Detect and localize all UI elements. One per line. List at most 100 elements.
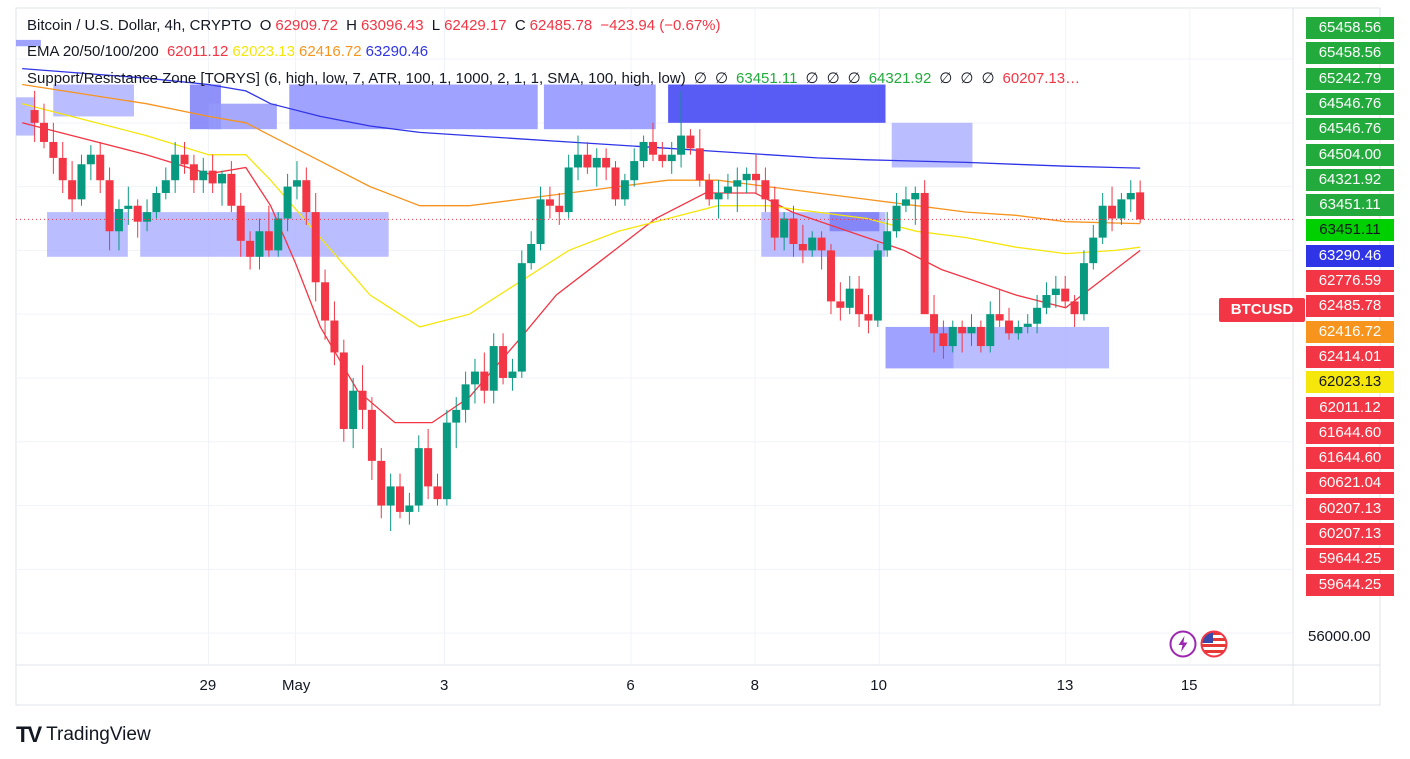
ohlc-close: C 62485.78 [514,17,593,34]
sr-zone-1 [16,97,35,136]
sr-legend[interactable]: Support/Resistance Zone [TORYS] (6, high… [27,68,1092,90]
candle-body-29 [302,180,311,213]
ohlc-low: L 62429.17 [431,17,507,34]
price-axis-tag: 60207.13 [1306,497,1394,520]
candle-body-8 [105,180,114,232]
candle-body-9 [114,208,123,232]
candle-body-107 [1033,307,1042,324]
price-axis-tag: 63290.46 [1306,244,1394,267]
candle-body-70 [686,135,695,149]
price-axis-tag: 64321.92 [1306,168,1394,191]
candle-body-2 [49,141,58,158]
candle-body-99 [958,326,967,334]
candle-body-21 [227,173,236,206]
price-axis-tag: 64546.76 [1306,92,1394,115]
x-tick-label: 3 [440,677,449,694]
candle-body-6 [86,154,95,165]
ema-line-4 [22,67,1141,169]
us-flag-icon[interactable] [1200,630,1228,658]
candle-body-86 [836,301,845,308]
sr-value: 64321.92 [868,70,932,87]
candle-body-91 [883,231,892,251]
ema-value: 62416.72 [298,43,362,60]
sr-value: ∅ [826,70,840,87]
candle-body-52 [517,263,526,372]
candle-body-104 [1004,320,1013,334]
sr-zone-2 [53,84,135,117]
price-axis-tag: 65458.56 [1306,17,1394,39]
price-axis-tag: 62776.59 [1306,270,1394,292]
x-tick-label: 15 [1180,677,1198,694]
candle-body-19 [208,170,217,184]
candle-body-65 [639,141,648,162]
symbol-price-tag: BTCUSD [1219,298,1305,322]
candle-body-64 [630,161,639,181]
flash-icon[interactable] [1169,630,1197,658]
candle-body-51 [508,371,517,378]
ema-legend[interactable]: EMA 20/50/100/200 62011.12 62023.13 62416.… [27,41,436,63]
x-tick-label: 8 [750,677,759,694]
sr-value: ∅ [939,70,953,87]
candle-body-4 [68,180,77,200]
tradingview-footer[interactable]: TV TradingView [16,722,151,748]
price-axis-tag: 60207.13 [1306,523,1394,545]
candle-body-12 [143,212,152,222]
candle-body-3 [58,157,67,181]
ema-value: 62011.12 [166,43,229,60]
price-axis-tag: 59644.25 [1306,573,1394,596]
candle-body-74 [723,186,732,193]
candle-body-105 [1014,326,1023,334]
sr-zone-4 [208,103,277,130]
candle-body-41 [414,448,423,506]
x-tick-label: 29 [199,677,217,694]
candle-body-33 [339,352,348,429]
ema-title: EMA 20/50/100/200 [27,43,159,60]
price-change: −423.94 (−0.67%) [600,17,721,34]
candle-body-95 [920,192,929,315]
candle-body-39 [396,486,405,512]
ohlc-high: H 63096.43 [346,17,424,34]
candle-body-27 [283,186,292,219]
candle-body-102 [986,314,995,347]
candle-body-94 [911,192,920,200]
tradingview-brand: TradingView [46,724,151,745]
candle-body-30 [311,212,320,283]
sr-zone-10 [140,212,389,257]
candle-body-82 [798,244,807,251]
candle-body-47 [470,371,479,385]
candle-body-66 [648,141,657,155]
candle-body-48 [480,371,489,391]
price-axis-tag: 62023.13 [1306,371,1394,394]
ema-value: 63290.46 [365,43,429,60]
candle-body-80 [780,218,789,238]
symbol-title: Bitcoin / U.S. Dollar, 4h, CRYPTO [27,17,252,34]
sr-value: ∅ [847,70,861,87]
ohlc-open: O 62909.72 [259,17,338,34]
candle-body-31 [321,282,330,321]
price-axis-tag: 65242.79 [1306,67,1394,90]
candle-body-108 [1042,295,1051,308]
candle-body-117 [1126,192,1135,200]
candle-body-53 [527,244,536,264]
candle-body-36 [367,409,376,461]
candle-body-73 [714,192,723,200]
candle-body-34 [349,390,358,429]
ema-line-2 [22,103,1141,328]
candle-body-92 [892,205,901,232]
price-axis-tag: 60621.04 [1306,472,1394,495]
price-axis-tag: 62414.01 [1306,345,1394,368]
candle-body-1 [40,122,49,142]
candle-body-106 [1023,323,1032,327]
candle-body-56 [555,205,564,213]
sr-value: ∅ [805,70,819,87]
candle-body-84 [817,237,826,251]
candle-body-93 [901,199,910,206]
candle-body-50 [499,346,508,378]
candle-body-67 [658,154,667,162]
candle-body-61 [602,157,611,168]
candle-body-20 [218,173,227,184]
symbol-legend[interactable]: Bitcoin / U.S. Dollar, 4h, CRYPTO O 62909… [27,15,725,37]
candle-body-111 [1070,301,1079,315]
sr-zone-5 [289,84,538,130]
